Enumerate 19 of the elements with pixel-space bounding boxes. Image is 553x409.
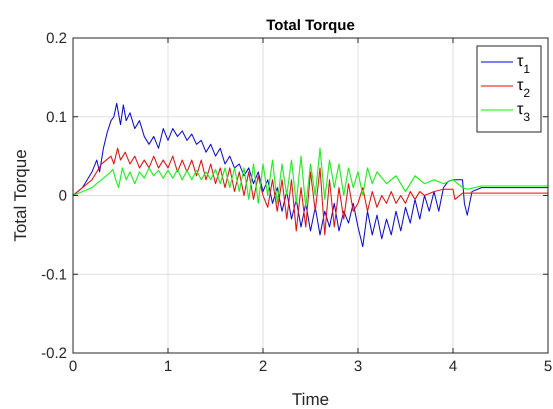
y-tick-label: -0.2 — [41, 345, 67, 362]
legend-label: τ$_{3}$ — [517, 101, 530, 124]
legend-label: τ$_{2}$ — [517, 77, 530, 100]
line-series — [72, 148, 548, 208]
y-tick-label: 0.1 — [46, 108, 67, 126]
legend-label: τ$_{1}$ — [517, 53, 530, 76]
x-tick-label: 2 — [258, 358, 268, 375]
x-tick-label: 3 — [354, 358, 362, 375]
x-tick-label: 1 — [164, 358, 172, 375]
y-axis-title: Total Torque — [11, 149, 30, 242]
y-tick-label: 0.2 — [46, 30, 67, 47]
x-tick-label: 4 — [448, 358, 458, 375]
y-tick-label: -0.1 — [41, 266, 67, 284]
x-axis-title: Time — [292, 390, 330, 409]
chart-title: Total Torque — [266, 17, 355, 34]
x-tick-label: 0 — [68, 358, 78, 375]
x-tick-label: 5 — [544, 358, 552, 375]
line-series — [72, 148, 548, 236]
y-tick-label: 0 — [58, 188, 67, 204]
